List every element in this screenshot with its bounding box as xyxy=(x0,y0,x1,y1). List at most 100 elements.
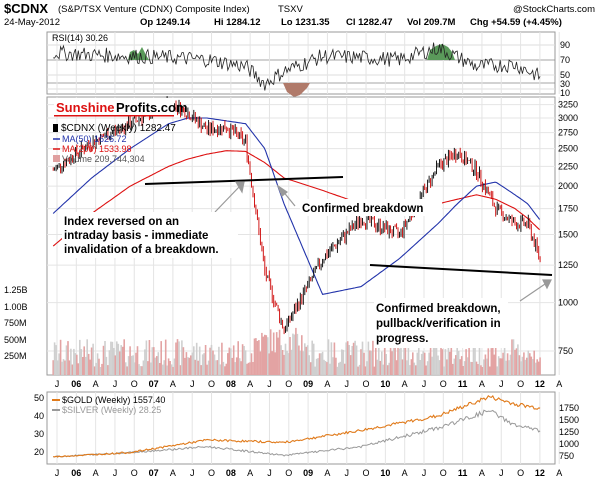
volume-bar xyxy=(151,347,154,375)
volume-bar xyxy=(216,360,219,375)
annotation-arrows xyxy=(214,181,552,302)
volume-bar xyxy=(253,338,256,375)
gold-right-axis: 1750 1500 1250 1000 750 xyxy=(559,403,579,461)
volume-bar xyxy=(407,343,410,375)
volume-bar xyxy=(241,344,244,375)
volume-bar xyxy=(108,350,111,375)
volume-bar xyxy=(278,329,281,375)
volume-bar xyxy=(409,365,411,375)
volume-bar xyxy=(438,360,441,375)
volume-bar xyxy=(132,355,134,375)
x-label-main: J xyxy=(267,379,272,389)
x-label-gold: J xyxy=(190,468,195,478)
volume-bar xyxy=(277,337,279,375)
volume-bar xyxy=(517,344,519,375)
x-label-main: O xyxy=(517,379,524,389)
volume-bar xyxy=(526,357,528,375)
x-label-main: A xyxy=(247,379,253,389)
volume-bar xyxy=(335,357,337,375)
rsi-tick-10: 10 xyxy=(560,88,570,98)
volume-bar xyxy=(298,345,300,375)
volume-bar xyxy=(268,353,271,375)
volume-bar xyxy=(74,353,77,375)
x-label-gold: A xyxy=(324,468,330,478)
x-label-main: J xyxy=(422,379,427,389)
x-axis-gold: J 06 A J O 07 A J O 08 A J O 09 A J O 10 A J O 11 A J O 12 A xyxy=(55,468,562,478)
price-tick-label: 1250 xyxy=(558,260,578,270)
volume-bar xyxy=(164,339,167,375)
volume-bar xyxy=(129,346,131,375)
volume-bar xyxy=(444,349,447,375)
annotation-3-box xyxy=(374,298,508,348)
volume-bar xyxy=(92,343,94,375)
volume-bar xyxy=(59,339,62,375)
logo-part2: Profits.com xyxy=(116,100,188,115)
volume-bar xyxy=(496,366,498,375)
volume-bar xyxy=(320,353,322,375)
volume-bar xyxy=(141,366,143,375)
volume-bar xyxy=(400,345,402,375)
gold-right-tick-1750: 1750 xyxy=(559,403,579,413)
x-label-gold: 08 xyxy=(226,468,236,478)
volume-bar xyxy=(327,339,330,375)
volume-bar xyxy=(267,337,269,375)
volume-bar xyxy=(471,362,473,375)
volume-bar xyxy=(354,340,356,375)
x-label-main: A xyxy=(93,379,99,389)
gold-right-tick-1000: 1000 xyxy=(559,439,579,449)
volume-bar xyxy=(212,350,214,375)
volume-bar xyxy=(302,351,305,375)
volume-bar xyxy=(462,366,464,375)
volume-bar xyxy=(323,359,325,375)
volume-bar xyxy=(392,341,395,375)
volume-bar xyxy=(240,361,242,375)
volume-bar xyxy=(317,358,319,375)
price-tick-label: 1000 xyxy=(558,298,578,308)
volume-bar xyxy=(110,341,112,375)
volume-bar xyxy=(394,343,396,375)
volume-bar xyxy=(524,359,527,375)
volume-bar xyxy=(434,345,436,375)
x-label-main: J xyxy=(499,379,504,389)
volume-bar xyxy=(321,351,324,375)
volume-bar xyxy=(406,360,408,375)
volume-bar xyxy=(367,341,370,375)
volume-bar xyxy=(194,359,197,375)
volume-bar xyxy=(230,348,232,375)
x-label-main: J xyxy=(344,379,349,389)
volume-bar xyxy=(281,350,284,375)
volume-bar xyxy=(52,360,54,375)
volume-bar xyxy=(95,362,97,375)
x-label-gold: O xyxy=(363,468,370,478)
price-tick-label: 750 xyxy=(558,346,573,356)
volume-bar xyxy=(206,364,208,375)
volume-bar xyxy=(420,353,423,375)
volume-bar xyxy=(385,354,387,375)
volume-bar xyxy=(252,362,254,375)
volume-bar xyxy=(237,341,239,375)
volume-bar xyxy=(87,353,90,375)
volume-bar xyxy=(352,342,355,375)
volume-bar xyxy=(207,360,210,375)
volume-bar xyxy=(169,361,171,375)
volume-bar xyxy=(215,360,217,375)
legend-series-swatch xyxy=(53,124,58,132)
rsi-overbought-fill-1 xyxy=(128,47,149,60)
volume-bar xyxy=(395,360,398,375)
x-label-gold: A xyxy=(170,468,176,478)
x-label-gold: A xyxy=(247,468,253,478)
volume-bar xyxy=(193,346,195,375)
volume-bar xyxy=(366,361,368,375)
volume-bar xyxy=(301,335,303,375)
volume-bar xyxy=(163,360,165,375)
volume-bar xyxy=(355,345,358,375)
volume-bar xyxy=(144,349,146,375)
volume-bar xyxy=(304,343,306,375)
legend-silver: $SILVER (Weekly) 28.25 xyxy=(62,405,161,415)
volume-bar xyxy=(84,356,87,375)
volume-bar xyxy=(111,341,114,375)
price-legend: $CDNX (Weekly) 1282.47 MA(50) 1626.72 MA… xyxy=(53,123,176,164)
volume-bar xyxy=(466,357,469,375)
volume-bar xyxy=(175,342,177,375)
